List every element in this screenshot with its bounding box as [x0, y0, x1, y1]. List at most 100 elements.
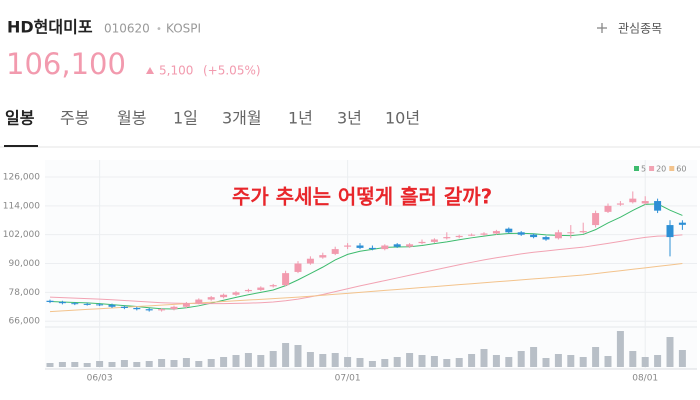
watchlist-button[interactable]: 관심종목 [597, 22, 662, 36]
candle-body [579, 231, 587, 233]
change-pct: (+5.05%) [203, 64, 261, 78]
candle-body [145, 309, 153, 311]
candle-body [393, 244, 401, 247]
candle-body [232, 292, 240, 295]
legend-label: 60 [676, 165, 686, 174]
volume-bar [480, 349, 488, 367]
candle-body [356, 245, 364, 248]
y-tick-label: 78,000 [9, 288, 41, 298]
candle-body [368, 247, 376, 250]
volume-bar [492, 355, 500, 367]
tab[interactable]: 월봉 [117, 109, 146, 128]
volume-bar [145, 361, 153, 367]
y-tick-label: 102,000 [3, 230, 40, 240]
volume-bar [282, 343, 290, 367]
tab[interactable]: 10년 [385, 109, 420, 128]
volume-bar [554, 354, 562, 367]
candle-body [406, 244, 414, 247]
volume-bar [306, 352, 314, 367]
tab[interactable]: 1년 [288, 109, 313, 128]
candle-body [430, 239, 438, 242]
volume-bar [368, 361, 376, 367]
volume-bar [269, 351, 277, 367]
volume-bar [133, 362, 141, 367]
tab[interactable]: 주봉 [60, 109, 89, 128]
volume-bar [232, 355, 240, 367]
volume-bar [666, 337, 674, 367]
candle-body [257, 287, 265, 290]
candle-body [592, 213, 600, 226]
candle-body [158, 309, 166, 311]
x-tick-label: 06/03 [87, 374, 113, 384]
candle-body [58, 301, 66, 304]
candle-body [517, 232, 525, 235]
candle-body [443, 237, 451, 239]
volume-bar [46, 363, 54, 367]
volume-bar [641, 357, 649, 367]
volume-bar [654, 355, 662, 367]
volume-bar [406, 353, 414, 367]
candle-body [83, 303, 91, 305]
candle-body [604, 205, 612, 212]
candle-body [331, 249, 339, 254]
candle-body [505, 228, 513, 233]
volume-bar [120, 360, 128, 367]
candle-body [195, 299, 203, 304]
volume-bar [71, 362, 79, 367]
candle-body [641, 201, 649, 204]
volume-bar [393, 357, 401, 367]
legend-label: 20 [656, 165, 666, 174]
candle-body [133, 307, 141, 310]
candle-body [120, 306, 128, 308]
y-tick-label: 114,000 [3, 201, 40, 211]
candle-body [170, 306, 178, 310]
legend-swatch [669, 166, 675, 171]
volume-bar [58, 362, 66, 367]
price: 106,100 [6, 47, 126, 81]
volume-bar [83, 363, 91, 367]
tab[interactable]: 3개월 [222, 109, 262, 128]
candle-body [319, 255, 327, 258]
volume-bar [579, 357, 587, 367]
volume-bar [430, 356, 438, 367]
legend-swatch [634, 166, 639, 171]
volume-bar [468, 354, 476, 367]
volume-bar [319, 354, 327, 367]
volume-bar [294, 345, 302, 367]
candle-body [418, 241, 426, 244]
volume-bar [629, 351, 637, 367]
candle-body [182, 303, 190, 307]
candle-body [220, 294, 228, 298]
candle-body [96, 304, 104, 306]
candle-body [306, 258, 314, 264]
candle-body [542, 237, 550, 240]
volume-bar [96, 361, 104, 367]
volume-bar [220, 357, 228, 367]
volume-bar [170, 360, 178, 367]
y-tick-label: 90,000 [9, 259, 41, 269]
watchlist-label[interactable]: 관심종목 [618, 22, 662, 36]
ma-line [49, 203, 683, 310]
tab[interactable]: 일봉 [5, 109, 35, 128]
candle-body [554, 232, 562, 239]
legend-swatch [649, 166, 655, 171]
candle-body [344, 245, 352, 247]
candle-body [46, 300, 54, 302]
candle-body [207, 297, 215, 300]
volume-bar [182, 358, 190, 367]
volume-bar [592, 347, 600, 367]
separator: • [156, 24, 162, 35]
volume-bar [108, 362, 116, 367]
stock-code: 010620 [104, 22, 150, 36]
stock-name: HD현대미포 [7, 18, 93, 37]
y-tick-label: 66,000 [9, 317, 41, 327]
volume-bar [616, 331, 624, 367]
volume-bar [530, 347, 538, 367]
volume-bar [443, 359, 451, 367]
tab[interactable]: 3년 [337, 109, 362, 128]
volume-bar [542, 358, 550, 367]
change: 5,100 [159, 64, 193, 78]
tab[interactable]: 1일 [173, 109, 198, 128]
volume-bar [244, 353, 252, 367]
